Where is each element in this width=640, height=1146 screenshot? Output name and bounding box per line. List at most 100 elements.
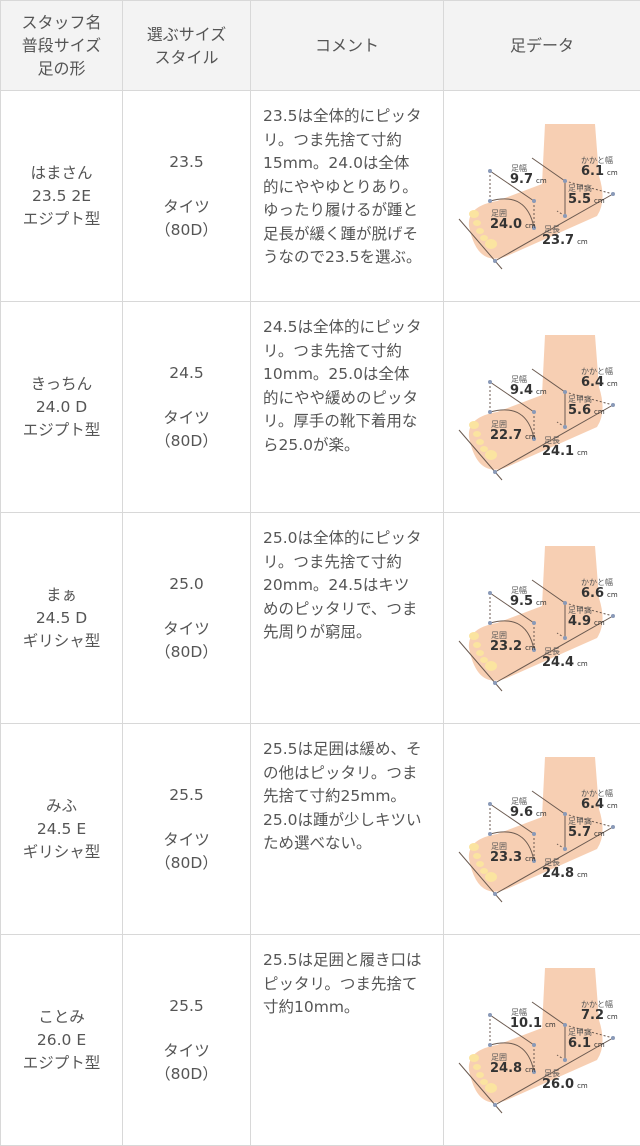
foot-illustration-icon xyxy=(447,950,637,1130)
foot-measure: 6.1 xyxy=(581,164,604,179)
header-line: スタッフ名 xyxy=(21,13,101,32)
staff-name: まぁ xyxy=(46,586,77,604)
staff-name: ことみ xyxy=(38,1008,85,1026)
style: タイツ xyxy=(163,831,210,849)
unit-label: cm xyxy=(536,177,547,185)
unit-label: cm xyxy=(536,388,547,396)
unit-label: cm xyxy=(594,1041,605,1049)
comment-line: 寸約10mm。 xyxy=(263,996,443,1020)
foot-illustration-icon xyxy=(447,106,637,286)
unit-label: cm xyxy=(607,1013,618,1021)
staff-cell: きっちん 24.0 D エジプト型 xyxy=(1,302,123,513)
style: タイツ xyxy=(163,409,210,427)
unit-label: cm xyxy=(594,619,605,627)
comment-line: うなので23.5を選ぶ。 xyxy=(263,246,443,270)
style: タイツ xyxy=(163,620,210,638)
comment-line: ら25.0が楽。 xyxy=(263,434,443,458)
unit-label: cm xyxy=(577,449,588,457)
unit-label: cm xyxy=(594,408,605,416)
unit-label: cm xyxy=(525,855,536,863)
foot-measure: 5.5 xyxy=(568,192,591,207)
chosen-size: 24.5 xyxy=(123,362,250,385)
comment-line: ゆったり履けるが踵と xyxy=(263,199,443,223)
comment-line: リ。つま先捨て寸約 xyxy=(263,551,443,575)
foot-shape: ギリシャ型 xyxy=(23,843,101,861)
comment-line: めのピッタリで、つま xyxy=(263,598,443,622)
unit-label: cm xyxy=(536,810,547,818)
comment-line: 25.5は足囲は緩め、そ xyxy=(263,738,443,762)
chosen-size-cell: 25.5 タイツ （80D） xyxy=(123,724,251,935)
chosen-size: 23.5 xyxy=(123,151,250,174)
comment-line: 15mm。24.0は全体 xyxy=(263,152,443,176)
usual-size: 24.5 E xyxy=(37,820,86,838)
header-staff: スタッフ名普段サイズ足の形 xyxy=(1,1,123,91)
header-foot-data: 足データ xyxy=(444,1,640,91)
unit-label: cm xyxy=(577,871,588,879)
style-detail: （80D） xyxy=(155,221,218,239)
foot-illustration-icon xyxy=(447,317,637,497)
foot-measure: 23.7 xyxy=(542,233,574,248)
chosen-size: 25.0 xyxy=(123,573,250,596)
foot-measure: 24.4 xyxy=(542,655,574,670)
foot-measure: 24.8 xyxy=(542,866,574,881)
comment-line: の他はピッタリ。つま xyxy=(263,762,443,786)
foot-measure: 9.4 xyxy=(510,383,533,398)
header-line: 選ぶサイズ xyxy=(147,25,227,44)
comment-line: ピッタリ。つま先捨て xyxy=(263,973,443,997)
foot-shape: エジプト型 xyxy=(23,1054,101,1072)
staff-cell: ことみ 26.0 E エジプト型 xyxy=(1,935,123,1146)
unit-label: cm xyxy=(577,1082,588,1090)
foot-measure: 7.2 xyxy=(581,1008,604,1023)
foot-measure: 24.0 xyxy=(490,217,522,232)
chosen-size-cell: 23.5 タイツ （80D） xyxy=(123,91,251,302)
foot-shape: エジプト型 xyxy=(23,421,101,439)
style-detail: （80D） xyxy=(155,432,218,450)
foot-measure: 6.6 xyxy=(581,586,604,601)
foot-measure: 22.7 xyxy=(490,428,522,443)
comment-line: 25.0は全体的にピッタ xyxy=(263,527,443,551)
foot-measure: 10.1 xyxy=(510,1016,542,1031)
comment-line: 25.5は足囲と履き口は xyxy=(263,949,443,973)
unit-label: cm xyxy=(577,238,588,246)
comment-line: 24.5は全体的にピッタ xyxy=(263,316,443,340)
table-row: まぁ 24.5 D ギリシャ型 25.0 タイツ （80D） 25.0は全体的に… xyxy=(1,513,640,724)
usual-size: 24.5 D xyxy=(36,609,87,627)
foot-measure: 23.3 xyxy=(490,850,522,865)
comment-line: 的にやや緩めのピッタ xyxy=(263,387,443,411)
comment-line: 10mm。25.0は全体 xyxy=(263,363,443,387)
staff-cell: まぁ 24.5 D ギリシャ型 xyxy=(1,513,123,724)
comment-line: リ。厚手の靴下着用な xyxy=(263,410,443,434)
chosen-size-cell: 25.5 タイツ （80D） xyxy=(123,935,251,1146)
unit-label: cm xyxy=(525,433,536,441)
chosen-size: 25.5 xyxy=(123,995,250,1018)
header-line: 普段サイズ xyxy=(22,36,102,55)
header-comment: コメント xyxy=(251,1,444,91)
usual-size: 26.0 E xyxy=(37,1031,86,1049)
unit-label: cm xyxy=(607,169,618,177)
comment-line: リ。つま先捨て寸約 xyxy=(263,129,443,153)
usual-size: 24.0 D xyxy=(36,398,87,416)
